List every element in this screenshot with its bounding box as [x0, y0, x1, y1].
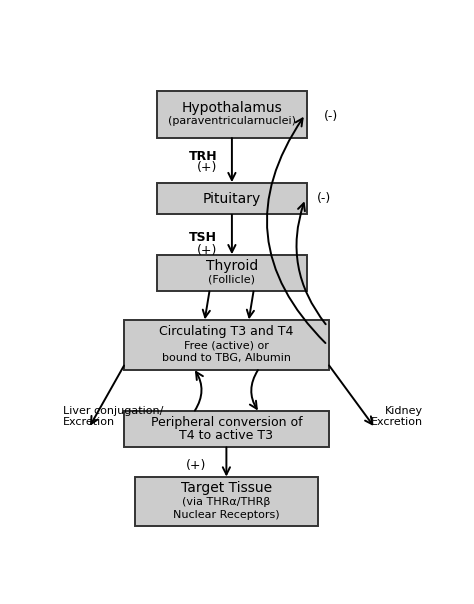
Text: (+): (+): [197, 161, 217, 175]
FancyBboxPatch shape: [135, 477, 318, 526]
Text: TRH: TRH: [189, 150, 217, 162]
Text: Circulating T3 and T4: Circulating T3 and T4: [159, 326, 293, 338]
Text: bound to TBG, Albumin: bound to TBG, Albumin: [162, 353, 291, 363]
Text: Kidney
Excretion: Kidney Excretion: [371, 406, 423, 428]
Text: (paraventricularnuclei): (paraventricularnuclei): [168, 116, 296, 126]
Text: TSH: TSH: [189, 231, 217, 244]
Text: Free (active) or: Free (active) or: [184, 340, 269, 350]
Text: (-): (-): [324, 110, 338, 123]
Text: Target Tissue: Target Tissue: [181, 481, 272, 495]
Text: (+): (+): [186, 458, 206, 472]
Text: Pituitary: Pituitary: [203, 191, 261, 205]
Text: (via THRα/THRβ: (via THRα/THRβ: [182, 496, 271, 507]
FancyBboxPatch shape: [156, 182, 307, 214]
Text: Hypothalamus: Hypothalamus: [182, 101, 283, 115]
FancyBboxPatch shape: [156, 255, 307, 291]
Text: Peripheral conversion of: Peripheral conversion of: [151, 416, 302, 429]
Text: (Follicle): (Follicle): [209, 274, 255, 284]
FancyBboxPatch shape: [156, 91, 307, 138]
Text: Nuclear Receptors): Nuclear Receptors): [173, 510, 280, 519]
Text: Liver conjugation/
Excretion: Liver conjugation/ Excretion: [63, 406, 164, 428]
Text: (+): (+): [197, 243, 217, 257]
Text: (-): (-): [316, 192, 331, 205]
Text: T4 to active T3: T4 to active T3: [179, 429, 273, 442]
FancyBboxPatch shape: [124, 411, 329, 447]
FancyBboxPatch shape: [124, 320, 329, 370]
Text: Thyroid: Thyroid: [206, 260, 258, 274]
